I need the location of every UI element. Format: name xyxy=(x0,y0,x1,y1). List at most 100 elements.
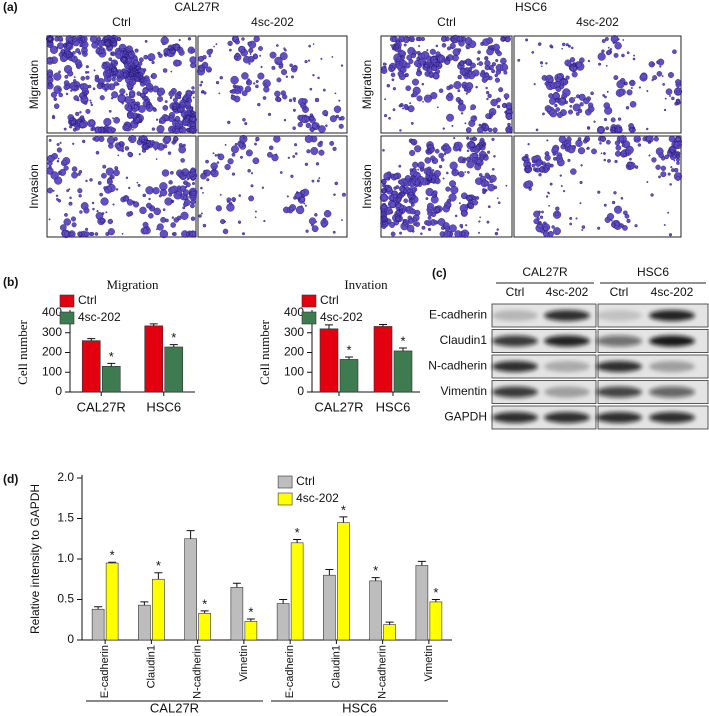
y-tick-label: 300 xyxy=(42,325,62,339)
bar xyxy=(105,562,119,641)
blot-row: N-cadherin xyxy=(428,359,487,373)
error-bar xyxy=(431,599,440,602)
blot-band xyxy=(544,412,590,423)
x-tick-label: CAL27R xyxy=(314,399,363,414)
bar xyxy=(319,328,339,393)
error-bar xyxy=(379,323,387,327)
blot-row: E-cadherin xyxy=(429,308,487,322)
blot-column: Ctrl xyxy=(610,285,629,299)
legend-swatch xyxy=(59,311,75,325)
stained-cells xyxy=(521,135,683,238)
error-bar xyxy=(94,606,103,610)
row-label: Migration xyxy=(360,60,374,109)
column-label: 4sc-202 xyxy=(576,15,619,29)
blot-column: 4sc-202 xyxy=(651,285,694,299)
blot-band xyxy=(544,361,590,372)
legend-label: Ctrl xyxy=(320,293,339,307)
column-label: Ctrl xyxy=(437,15,456,29)
error-bar xyxy=(108,561,117,564)
bar xyxy=(91,608,105,641)
blot-band xyxy=(544,386,590,398)
legend-swatch xyxy=(59,294,75,308)
blot-band xyxy=(492,412,538,423)
blot-row: Vimentin xyxy=(441,384,487,398)
x-tick-label: CAL27R xyxy=(77,399,126,414)
error-bar xyxy=(246,618,255,622)
y-tick-label: 0 xyxy=(297,384,304,398)
legend-label: 4sc-202 xyxy=(320,310,363,324)
error-bar xyxy=(279,599,288,604)
error-bar xyxy=(200,610,209,614)
error-bar xyxy=(417,560,426,566)
bar xyxy=(101,366,121,393)
significance: * xyxy=(400,333,405,348)
error-bar xyxy=(140,601,149,606)
y-tick-label: 400 xyxy=(42,305,62,319)
x-tick-label: Vimetin xyxy=(238,645,250,681)
blot-band xyxy=(492,361,538,372)
blot-group: HSC6 xyxy=(637,265,669,279)
error-bar xyxy=(149,323,158,326)
y-tick-label: 0.5 xyxy=(57,592,74,606)
significance: * xyxy=(373,563,378,578)
bar xyxy=(369,580,382,641)
blot-band xyxy=(544,335,590,347)
legend-label: Ctrl xyxy=(296,474,315,488)
bar xyxy=(429,601,443,641)
y-axis-label: Cell number xyxy=(15,320,30,385)
error-bar xyxy=(107,362,116,367)
column-label: 4sc-202 xyxy=(251,15,294,29)
error-bar xyxy=(169,344,178,347)
bar xyxy=(323,574,336,641)
blot-band xyxy=(649,335,695,347)
significance: * xyxy=(109,349,114,364)
y-tick-label: 0 xyxy=(55,384,62,398)
bar xyxy=(393,350,413,393)
error-bar xyxy=(154,572,163,580)
bar xyxy=(230,587,244,641)
error-bar xyxy=(325,569,334,576)
significance: * xyxy=(346,342,351,357)
blot-band xyxy=(492,386,538,398)
stained-cells xyxy=(46,134,198,239)
panel-label: (a) xyxy=(3,0,18,14)
micrograph xyxy=(513,35,682,134)
blot-band xyxy=(649,386,695,398)
error-bar xyxy=(339,516,348,523)
y-tick-label: 2.0 xyxy=(57,470,74,484)
x-tick-label: HSC6 xyxy=(146,399,181,414)
bar xyxy=(339,359,359,393)
blot-band xyxy=(596,361,642,372)
blot-row: GAPDH xyxy=(444,410,487,424)
bar xyxy=(290,542,304,641)
block-title: HSC6 xyxy=(515,0,547,14)
micrograph xyxy=(513,135,682,238)
y-tick-label: 200 xyxy=(284,345,304,359)
stained-cells xyxy=(46,34,197,134)
group-label: CAL27R xyxy=(150,700,199,715)
x-tick-label: N-cadherin xyxy=(377,645,389,699)
bar xyxy=(415,565,429,641)
blot-band xyxy=(492,335,538,347)
y-tick-label: 200 xyxy=(42,345,62,359)
significance: * xyxy=(248,604,253,619)
legend-swatch xyxy=(277,475,293,489)
stained-cells xyxy=(196,35,345,133)
blot-band xyxy=(544,310,590,321)
blot-column: 4sc-202 xyxy=(546,285,589,299)
significance: * xyxy=(433,585,438,600)
blot-band xyxy=(596,310,642,321)
panel-label: (c) xyxy=(432,266,447,280)
significance: * xyxy=(156,558,161,573)
y-tick-label: 400 xyxy=(284,305,304,319)
legend-swatch xyxy=(301,311,317,325)
blot-row: Claudin1 xyxy=(440,333,488,347)
y-tick-label: 100 xyxy=(284,364,304,378)
stained-cells xyxy=(198,134,346,236)
blot-column: Ctrl xyxy=(506,285,525,299)
error-bar xyxy=(399,347,407,351)
row-label: Migration xyxy=(27,60,41,109)
y-tick-label: 100 xyxy=(42,364,62,378)
significance: * xyxy=(171,330,176,345)
legend-label: Ctrl xyxy=(78,293,97,307)
